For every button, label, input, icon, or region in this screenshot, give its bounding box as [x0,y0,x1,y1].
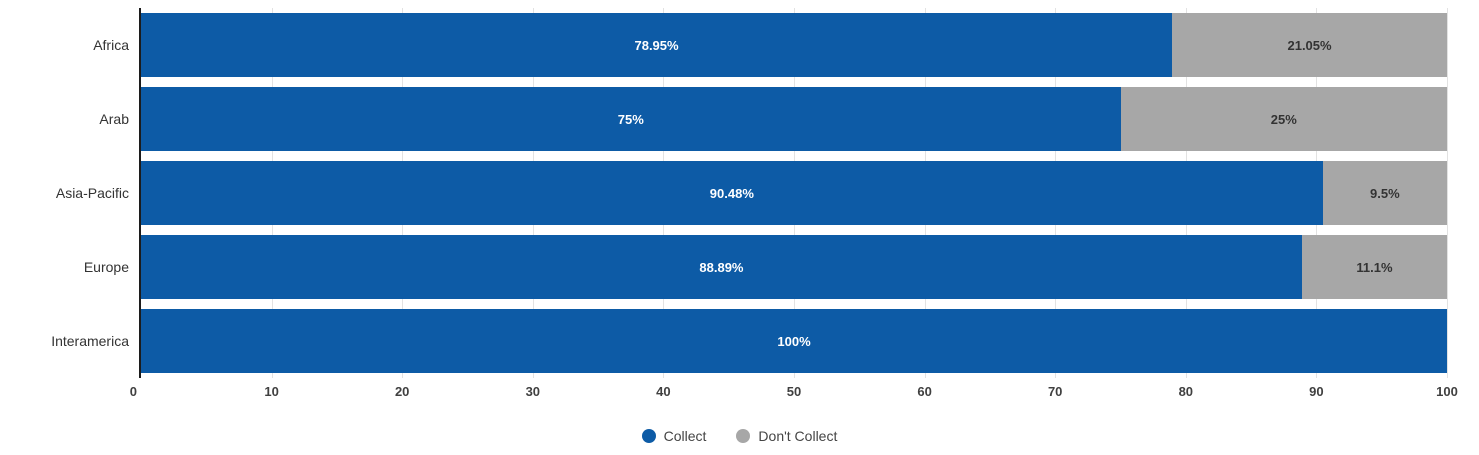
x-tick-label: 100 [1436,384,1458,399]
x-tick-label: 90 [1309,384,1324,399]
stacked-bar: 78.95% 21.05% [141,13,1447,77]
legend-swatch-icon [641,429,656,443]
bar-segment-collect[interactable]: 88.89% [141,235,1302,299]
bar-segment-don-t-collect[interactable]: 9.5% [1322,161,1447,225]
bar-segment-don-t-collect[interactable]: 21.05% [1172,13,1447,77]
legend-label: Don't Collect [758,428,838,444]
category-label: Africa [93,37,129,53]
bar-segment-collect[interactable]: 75% [141,87,1121,151]
legend-item[interactable]: Collect [641,428,707,444]
bar-row: Asia-Pacific 90.48% 9.5% [56,156,1447,230]
stacked-bar: 75% 25% [141,87,1447,151]
bar-row: Europe 88.89% 11.1% [84,230,1447,304]
category-label: Asia-Pacific [55,185,129,201]
bar-value-label: 21.05% [1287,37,1332,53]
bar-segment-collect[interactable]: 78.95% [141,13,1173,77]
plot-area: Africa 78.95% 21.05% Arab 75% 25% Asia-Pacific… [51,8,1448,378]
bar-value-label: 90.48% [709,185,754,201]
x-tick-label: 60 [917,384,932,399]
bar-value-label: 75% [617,111,644,127]
legend-item[interactable]: Don't Collect [736,428,837,444]
bar-value-label: 78.95% [634,37,679,53]
stacked-bar: 88.89% 11.1% [141,235,1447,299]
x-tick-label: 20 [394,384,410,399]
bar-value-label: 25% [1270,111,1297,127]
category-label: Europe [83,259,129,275]
bar-row: Interamerica 100% [51,304,1447,378]
x-tick-label: 30 [525,384,541,399]
category-label: Interamerica [51,333,129,349]
bar-segment-collect[interactable]: 100% [141,309,1447,373]
bar-segment-don-t-collect[interactable]: 25% [1120,87,1447,151]
bar-segment-don-t-collect[interactable]: 11.1% [1301,235,1447,299]
x-tick-label: 0 [129,384,137,399]
bar-value-label: 9.5% [1370,185,1400,201]
gridline [1447,8,1448,378]
x-tick-label: 50 [786,384,802,399]
bar-row: Arab 75% 25% [99,82,1447,156]
x-axis: 0 10 20 30 40 50 60 70 80 90 100 [130,384,1458,402]
legend-swatch-icon [736,429,751,443]
category-label: Arab [99,111,129,127]
legend: Collect Don't Collect [0,428,1479,444]
bar-value-label: 11.1% [1356,259,1393,275]
x-tick-label: 40 [656,384,671,399]
y-axis-line [139,8,141,378]
stacked-bar: 100% [141,309,1447,373]
bar-value-label: 100% [777,333,811,349]
x-tick-label: 70 [1047,384,1063,399]
bar-rows: Africa 78.95% 21.05% Arab 75% 25% Asia-Pacific… [51,8,1447,378]
x-tick-label: 10 [264,384,279,399]
stacked-bar: 90.48% 9.5% [141,161,1447,225]
bar-segment-collect[interactable]: 90.48% [141,161,1323,225]
bar-value-label: 88.89% [699,259,744,275]
legend-label: Collect [663,428,707,444]
bar-row: Africa 78.95% 21.05% [93,8,1447,82]
x-tick-label: 80 [1178,384,1194,399]
